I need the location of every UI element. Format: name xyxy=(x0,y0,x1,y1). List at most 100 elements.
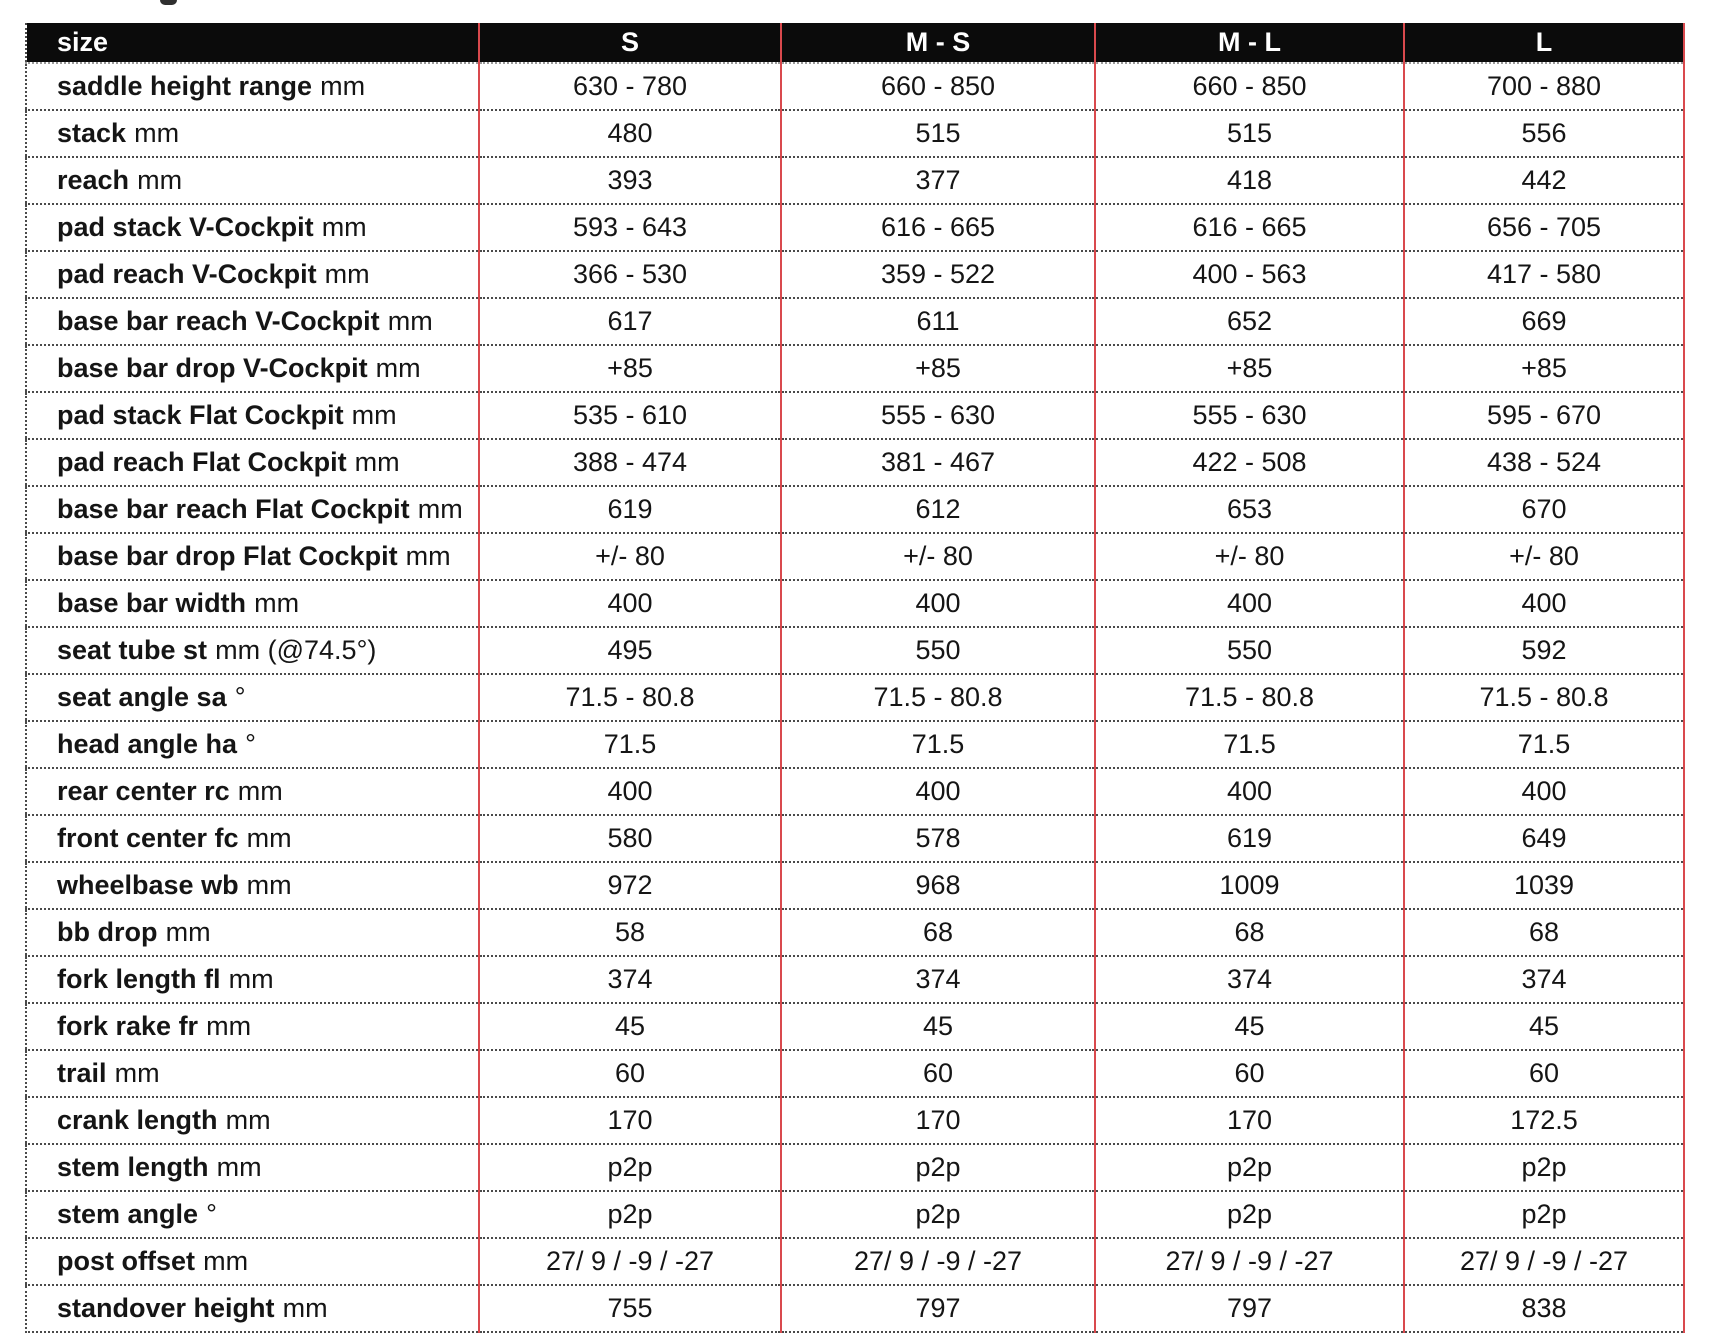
row-label-unit: mm xyxy=(237,775,283,806)
row-label-unit: mm xyxy=(321,211,367,242)
row-label: standover height mm xyxy=(26,1284,480,1332)
cell-value-s: 45 xyxy=(479,1002,782,1050)
cell-value-s: 71.5 - 80.8 xyxy=(479,673,782,721)
cell-value-m-l: 550 xyxy=(1095,626,1405,674)
row-label-bold: fork rake fr xyxy=(57,1010,199,1041)
cell-value-m-l: 45 xyxy=(1095,1002,1405,1050)
cell-value-l: p2p xyxy=(1404,1190,1685,1238)
cell-value-l: 556 xyxy=(1404,109,1685,157)
cell-value-m-s: 797 xyxy=(781,1284,1096,1332)
table-row: base bar reach V-Cockpit mm 617 611 652 6… xyxy=(26,297,1685,345)
table-row: reach mm 393 377 418 442 xyxy=(26,156,1685,204)
table-row: fork length fl mm 374 374 374 374 xyxy=(26,955,1685,1003)
cell-value-s: p2p xyxy=(479,1143,782,1191)
row-label: fork length fl mm xyxy=(26,955,480,1003)
cell-value-m-s: 71.5 - 80.8 xyxy=(781,673,1096,721)
cell-value-s: 619 xyxy=(479,485,782,533)
row-label-bold: base bar drop V-Cockpit xyxy=(57,352,368,383)
row-label-bold: base bar drop Flat Cockpit xyxy=(57,540,398,571)
cell-value-m-s: +/- 80 xyxy=(781,532,1096,580)
row-label: base bar drop V-Cockpit mm xyxy=(26,344,480,392)
table-row: stack mm 480 515 515 556 xyxy=(26,109,1685,157)
table-row: trail mm 60 60 60 60 xyxy=(26,1049,1685,1097)
header-col-s: S xyxy=(479,23,782,64)
row-label-unit: mm xyxy=(246,869,292,900)
row-label-unit: mm xyxy=(216,1151,262,1182)
row-label-bold: pad stack V-Cockpit xyxy=(57,211,314,242)
row-label-bold: rear center rc xyxy=(57,775,230,806)
table-row: seat angle sa ° 71.5 - 80.8 71.5 - 80.8 7… xyxy=(26,673,1685,721)
cell-value-m-l: +/- 80 xyxy=(1095,532,1405,580)
cropped-text-fragment xyxy=(160,0,177,5)
row-label-bold: seat angle sa xyxy=(57,681,227,712)
cell-value-m-l: 555 - 630 xyxy=(1095,391,1405,439)
row-label-unit: ° xyxy=(234,681,246,712)
table-row: bb drop mm 58 68 68 68 xyxy=(26,908,1685,956)
cell-value-s: +/- 80 xyxy=(479,532,782,580)
row-label-bold: crank length xyxy=(57,1104,218,1135)
row-label: front center fc mm xyxy=(26,814,480,862)
cell-value-m-l: 418 xyxy=(1095,156,1405,204)
cell-value-m-s: 359 - 522 xyxy=(781,250,1096,298)
row-label: base bar drop Flat Cockpit mm xyxy=(26,532,480,580)
cell-value-s: 755 xyxy=(479,1284,782,1332)
row-label-bold: base bar width xyxy=(57,587,247,618)
cell-value-s: 480 xyxy=(479,109,782,157)
cell-value-s: 60 xyxy=(479,1049,782,1097)
cell-value-m-s: 660 - 850 xyxy=(781,62,1096,110)
row-label: stack mm xyxy=(26,109,480,157)
row-label-bold: post offset xyxy=(57,1245,195,1276)
cell-value-m-l: 660 - 850 xyxy=(1095,62,1405,110)
row-label-bold: base bar reach Flat Cockpit xyxy=(57,493,410,524)
cell-value-l: 592 xyxy=(1404,626,1685,674)
row-label-unit: ° xyxy=(206,1198,217,1229)
cell-value-s: 593 - 643 xyxy=(479,203,782,251)
geometry-table: size S M - S M - L L saddle height range… xyxy=(25,23,1685,1333)
cell-value-m-l: 652 xyxy=(1095,297,1405,345)
cell-value-m-s: p2p xyxy=(781,1190,1096,1238)
row-label-unit: mm xyxy=(165,916,211,947)
cell-value-l: 438 - 524 xyxy=(1404,438,1685,486)
cell-value-m-l: p2p xyxy=(1095,1190,1405,1238)
cell-value-s: 495 xyxy=(479,626,782,674)
row-label-unit: mm xyxy=(351,399,397,430)
cell-value-m-l: 374 xyxy=(1095,955,1405,1003)
header-size-label: size xyxy=(26,23,480,64)
table-row: pad stack Flat Cockpit mm 535 - 610 555 -… xyxy=(26,391,1685,439)
cell-value-m-s: +85 xyxy=(781,344,1096,392)
table-row: pad reach Flat Cockpit mm 388 - 474 381 -… xyxy=(26,438,1685,486)
header-col-m-l: M - L xyxy=(1095,23,1405,64)
cell-value-m-l: 170 xyxy=(1095,1096,1405,1144)
cell-value-s: p2p xyxy=(479,1190,782,1238)
row-label-bold: fork length fl xyxy=(57,963,221,994)
cell-value-m-s: 71.5 xyxy=(781,720,1096,768)
cell-value-l: 400 xyxy=(1404,579,1685,627)
row-label: bb drop mm xyxy=(26,908,480,956)
table-row: crank length mm 170 170 170 172.5 xyxy=(26,1096,1685,1144)
row-label-bold: reach xyxy=(57,164,130,195)
row-label: pad stack Flat Cockpit mm xyxy=(26,391,480,439)
cell-value-m-s: 555 - 630 xyxy=(781,391,1096,439)
row-label: stem angle ° xyxy=(26,1190,480,1238)
cell-value-l: 60 xyxy=(1404,1049,1685,1097)
cell-value-l: 71.5 - 80.8 xyxy=(1404,673,1685,721)
row-label-unit: mm xyxy=(228,963,274,994)
row-label: wheelbase wb mm xyxy=(26,861,480,909)
table-row: post offset mm 27/ 9 / -9 / -27 27/ 9 / -… xyxy=(26,1237,1685,1285)
row-label-bold: pad reach Flat Cockpit xyxy=(57,446,347,477)
row-label-unit: mm xyxy=(203,1245,249,1276)
row-label: seat tube st mm (@74.5°) xyxy=(26,626,480,674)
table-body: saddle height range mm 630 - 780 660 - 85… xyxy=(26,62,1685,1332)
table-row: front center fc mm 580 578 619 649 xyxy=(26,814,1685,862)
table-row: head angle ha ° 71.5 71.5 71.5 71.5 xyxy=(26,720,1685,768)
header-col-l: L xyxy=(1404,23,1685,64)
row-label-unit: mm xyxy=(225,1104,271,1135)
row-label-unit: mm xyxy=(375,352,421,383)
cell-value-m-l: 400 xyxy=(1095,579,1405,627)
cell-value-m-s: 515 xyxy=(781,109,1096,157)
cell-value-m-l: 68 xyxy=(1095,908,1405,956)
cell-value-m-s: 45 xyxy=(781,1002,1096,1050)
cell-value-m-s: 612 xyxy=(781,485,1096,533)
size-geometry-table: size S M - S M - L L saddle height range… xyxy=(25,23,1685,1333)
cell-value-l: 670 xyxy=(1404,485,1685,533)
